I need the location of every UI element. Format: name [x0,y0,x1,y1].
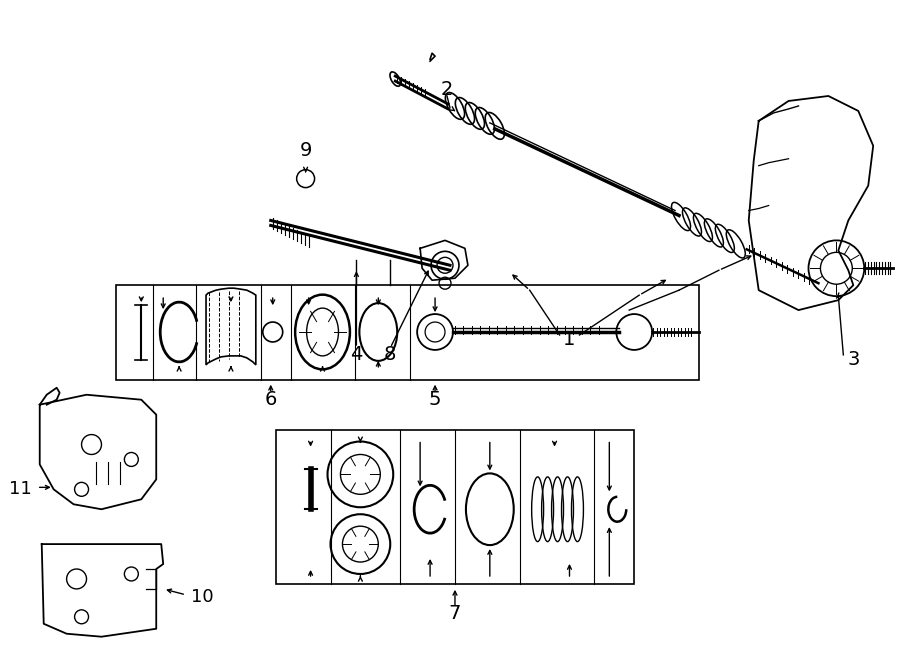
Text: 7: 7 [449,604,461,623]
Text: 8: 8 [384,346,396,364]
Text: 4: 4 [350,346,363,364]
Text: 11: 11 [9,481,32,498]
Bar [116,285,699,380]
Text: 5: 5 [428,390,441,409]
Text: 1: 1 [563,330,576,350]
Text: 6: 6 [265,390,277,409]
Text: 2: 2 [441,79,454,98]
Text: 10: 10 [191,588,213,606]
Bar [275,430,634,584]
Text: 9: 9 [300,141,311,160]
Text: 3: 3 [847,350,860,369]
